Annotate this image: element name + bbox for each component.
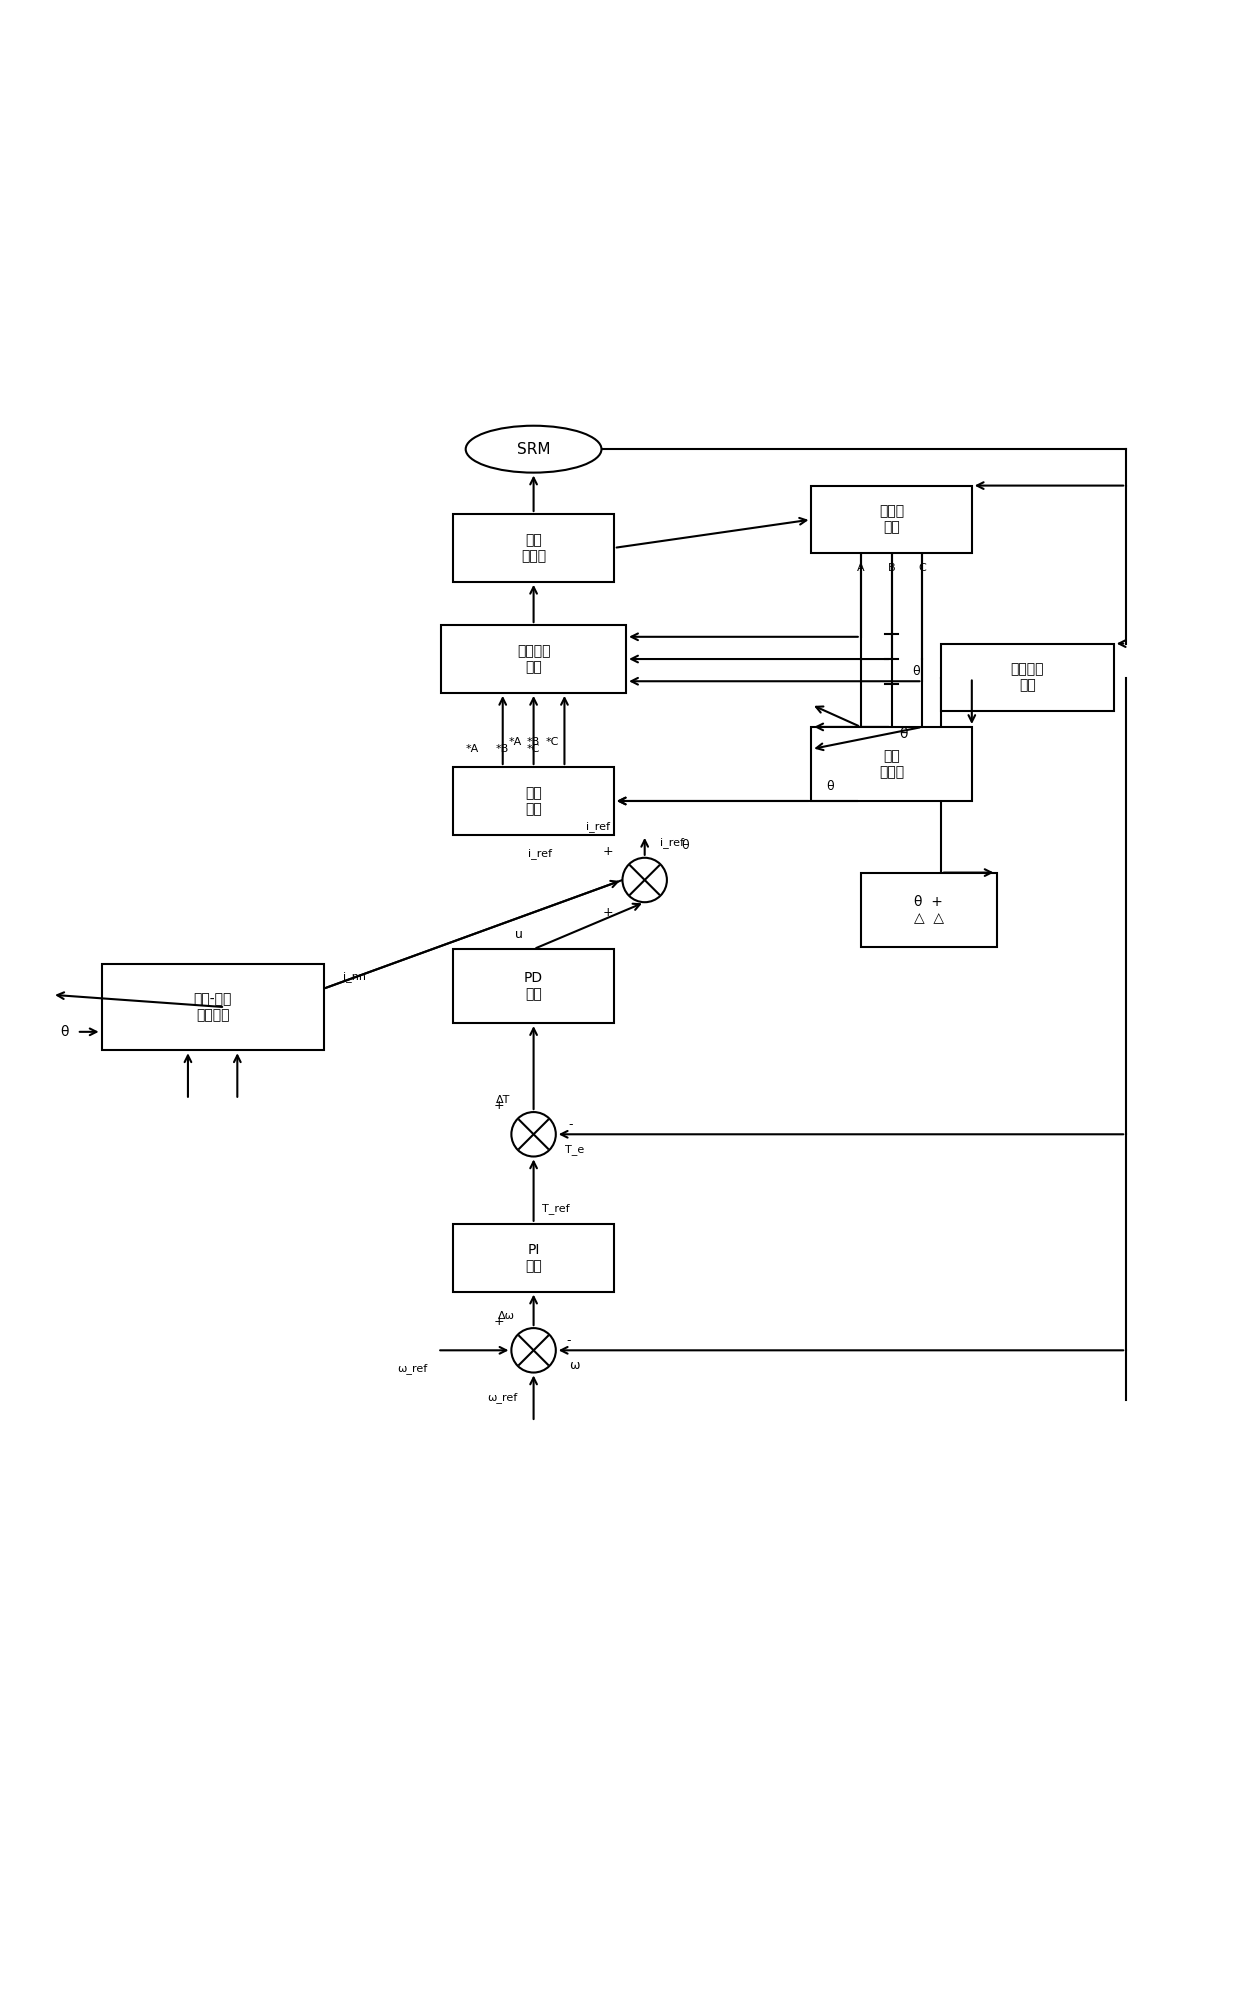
Text: θ: θ	[61, 1024, 68, 1038]
Text: 转矩-电流
神经网络: 转矩-电流 神经网络	[193, 993, 232, 1022]
Text: *C: *C	[527, 743, 541, 753]
Ellipse shape	[466, 425, 601, 473]
Text: 转子位置
检测: 转子位置 检测	[1011, 663, 1044, 693]
Text: +: +	[603, 845, 613, 859]
Text: i_ref: i_ref	[528, 849, 552, 859]
Bar	[454, 949, 614, 1022]
Text: i_ref: i_ref	[660, 837, 683, 849]
Text: A: A	[857, 563, 864, 573]
Bar	[861, 873, 997, 947]
Text: θ: θ	[826, 779, 833, 793]
Text: 电流滞环
控制: 电流滞环 控制	[517, 643, 551, 675]
Text: *A: *A	[508, 737, 522, 747]
Text: ΔT: ΔT	[496, 1094, 510, 1104]
Text: PD
控制: PD 控制	[525, 971, 543, 1000]
Bar	[454, 513, 614, 581]
Bar	[941, 643, 1114, 711]
Text: ω: ω	[569, 1358, 579, 1372]
Text: T_ref: T_ref	[542, 1204, 569, 1214]
Bar	[441, 625, 626, 693]
Text: PI
调速: PI 调速	[526, 1242, 542, 1272]
Text: *C: *C	[546, 737, 559, 747]
Bar	[811, 485, 972, 553]
Text: +: +	[494, 1100, 505, 1112]
Text: *A: *A	[465, 743, 479, 753]
Text: 相电流
检测: 相电流 检测	[879, 505, 904, 535]
Text: ω_ref: ω_ref	[487, 1392, 518, 1402]
Text: 转矩
特性表: 转矩 特性表	[879, 749, 904, 779]
Text: -: -	[565, 1334, 570, 1346]
Text: *B: *B	[496, 743, 510, 753]
Text: i_nn: i_nn	[343, 971, 366, 983]
Bar	[454, 767, 614, 835]
Text: θ  +
△  △: θ + △ △	[914, 895, 944, 925]
Text: 功率
变换器: 功率 变换器	[521, 533, 546, 563]
Bar	[454, 1224, 614, 1292]
Bar	[102, 965, 324, 1050]
Circle shape	[511, 1112, 556, 1156]
Circle shape	[622, 859, 667, 903]
Text: C: C	[919, 563, 926, 573]
Text: θ: θ	[900, 727, 908, 741]
Text: u: u	[515, 929, 523, 941]
Text: 电流
分配: 电流 分配	[526, 787, 542, 817]
Bar	[811, 727, 972, 801]
Text: θ: θ	[682, 839, 689, 853]
Text: +: +	[603, 905, 613, 919]
Text: ω_ref: ω_ref	[398, 1364, 428, 1374]
Circle shape	[511, 1328, 556, 1372]
Text: -: -	[568, 1118, 573, 1130]
Text: *B: *B	[527, 737, 541, 747]
Text: +: +	[494, 1316, 505, 1328]
Text: T_e: T_e	[564, 1144, 584, 1154]
Text: θ: θ	[913, 665, 920, 677]
Text: Δω: Δω	[498, 1310, 515, 1320]
Text: i_ref: i_ref	[585, 821, 610, 833]
Text: B: B	[888, 563, 895, 573]
Text: SRM: SRM	[517, 441, 551, 457]
